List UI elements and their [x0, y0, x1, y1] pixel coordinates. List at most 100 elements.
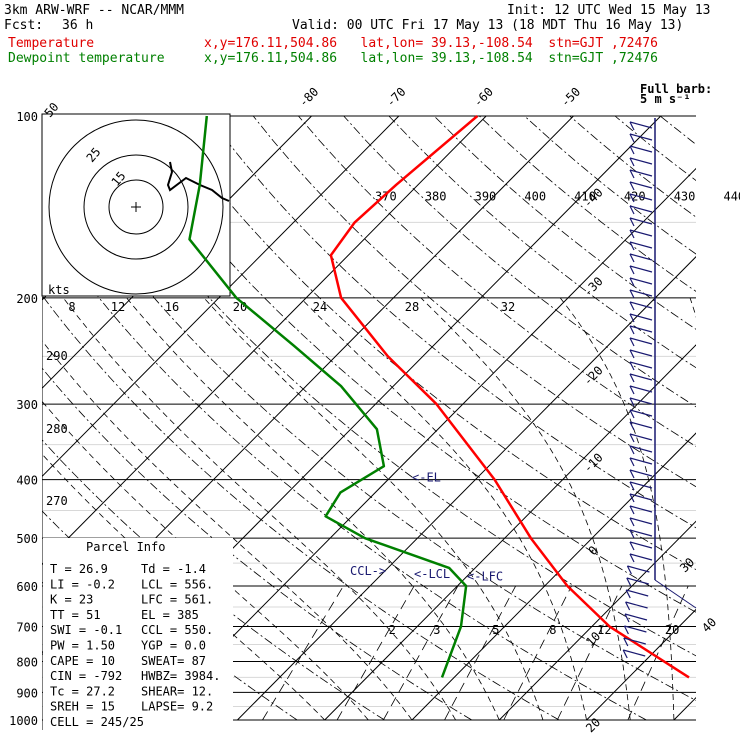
isotherm-line — [586, 608, 696, 721]
wind-barb — [629, 193, 653, 201]
wind-barb — [629, 337, 635, 347]
barb-legend-text: Full barb: — [640, 82, 712, 96]
parcel-row-right: SHEAR= 12. — [141, 684, 213, 698]
wind-barb — [629, 505, 653, 513]
pressure-label: 500 — [16, 532, 38, 546]
hodograph-ring — [108, 179, 164, 235]
level-annotation: <-EL — [412, 471, 441, 485]
wind-barb — [629, 457, 653, 465]
parcel-row-left: CELL = 245/25 — [50, 715, 144, 729]
wind-barb — [626, 577, 649, 585]
wind-barb — [629, 193, 635, 203]
pressure-label: 800 — [16, 655, 38, 669]
level-annotation: CCL-> — [350, 564, 386, 578]
wind-barb — [623, 649, 646, 657]
pressure-label: 400 — [16, 474, 38, 488]
parcel-title: Parcel Info — [86, 540, 165, 554]
valid-time: Valid: 00 UTC Fri 17 May 13 (18 MDT Thu … — [292, 18, 684, 33]
parcel-row-right: EL = 385 — [141, 608, 199, 622]
mixing-ratio-label: 20 — [665, 623, 679, 637]
wind-barb — [629, 325, 653, 333]
wind-barb — [629, 205, 635, 215]
wind-barb — [629, 493, 635, 503]
wind-barb — [629, 361, 653, 369]
wind-barb — [629, 373, 635, 383]
mixing-ratio-line — [503, 585, 572, 721]
pressure-label: 300 — [16, 398, 38, 412]
parcel-box-bg — [43, 538, 233, 728]
isotherm-line — [411, 432, 696, 721]
barb-legend-text: 5 m s⁻¹ — [640, 92, 691, 106]
dry-adiabat — [388, 115, 696, 369]
wind-barb — [629, 457, 635, 467]
wind-barbs — [622, 118, 697, 659]
forecast-hour: 36 h — [62, 18, 94, 33]
dry-adiabat — [42, 141, 696, 701]
parcel-row-left: PW = 1.50 — [50, 639, 115, 653]
mixing-ratio-line — [336, 585, 415, 721]
wind-barb — [629, 349, 653, 357]
parcel-row-right: YGP = 0.0 — [141, 639, 206, 653]
dry-adiabat — [42, 219, 647, 721]
dry-adiabat — [117, 115, 696, 613]
wind-barb — [629, 145, 653, 153]
wind-barb — [629, 385, 653, 393]
wind-barb — [629, 337, 653, 345]
theta-label: 420 — [624, 189, 646, 203]
temperature-profile-line — [329, 115, 690, 679]
wind-barb — [629, 205, 653, 213]
wind-barb — [629, 325, 635, 335]
theta-label: 430 — [674, 189, 696, 203]
wind-barb — [629, 493, 653, 501]
wind-barb — [629, 409, 653, 417]
pressure-label: 900 — [16, 686, 38, 700]
mixing-ratio-label: 8 — [549, 623, 556, 637]
wind-barb — [629, 409, 635, 419]
dry-adiabat — [162, 115, 696, 571]
parcel-row-right: LAPSE= 9.2 — [141, 700, 213, 714]
wind-barb — [629, 445, 653, 453]
wind-barb — [624, 613, 630, 623]
wind-barb — [624, 613, 648, 621]
isotherm-line — [149, 167, 696, 721]
wind-barb — [629, 253, 653, 261]
isotherm-label: 40 — [699, 615, 719, 635]
dry-adiabat — [207, 115, 696, 529]
wind-barb — [623, 637, 629, 647]
wind-barb — [629, 169, 653, 177]
wind-barb — [629, 529, 653, 537]
parcel-row-left: SREH = 15 — [50, 700, 115, 714]
wind-barb — [629, 541, 653, 549]
theta-label: 280 — [46, 422, 68, 436]
pressure-label: 1000 — [9, 714, 38, 728]
wind-barb — [625, 589, 631, 599]
wind-barb — [629, 481, 653, 489]
pressure-label: 200 — [16, 292, 38, 306]
dewpoint-legend: Dewpoint temperature — [8, 51, 165, 66]
wind-barb — [629, 181, 635, 191]
wind-barb — [629, 553, 635, 563]
wind-barb — [629, 301, 635, 311]
temperature-location: x,y=176.11,504.86 lat,lon= 39.13,-108.54… — [204, 36, 658, 51]
wind-barb — [629, 121, 635, 131]
wind-barb — [629, 433, 653, 441]
wind-barb — [629, 313, 653, 321]
dry-adiabat — [343, 115, 696, 408]
moist-adiabat — [420, 297, 631, 721]
mixing-ratio-label: 3 — [433, 623, 440, 637]
wind-barb — [629, 217, 653, 225]
parcel-row-left: CIN = -792 — [50, 669, 122, 683]
parcel-row-left: T = 26.9 — [50, 562, 108, 576]
wind-barb — [629, 133, 635, 143]
wind-barb — [629, 229, 635, 239]
isotherm-label: -60 — [471, 85, 496, 110]
wind-barb — [622, 649, 628, 659]
profile-lines — [188, 115, 690, 679]
wind-barb — [629, 421, 653, 429]
wind-barb — [629, 265, 653, 273]
speed-scale-label: 24 — [313, 300, 327, 314]
pressure-labels: 100 200 300 400 500 600 700 800 900 1000 — [9, 110, 38, 728]
isotherm-line — [42, 115, 487, 566]
